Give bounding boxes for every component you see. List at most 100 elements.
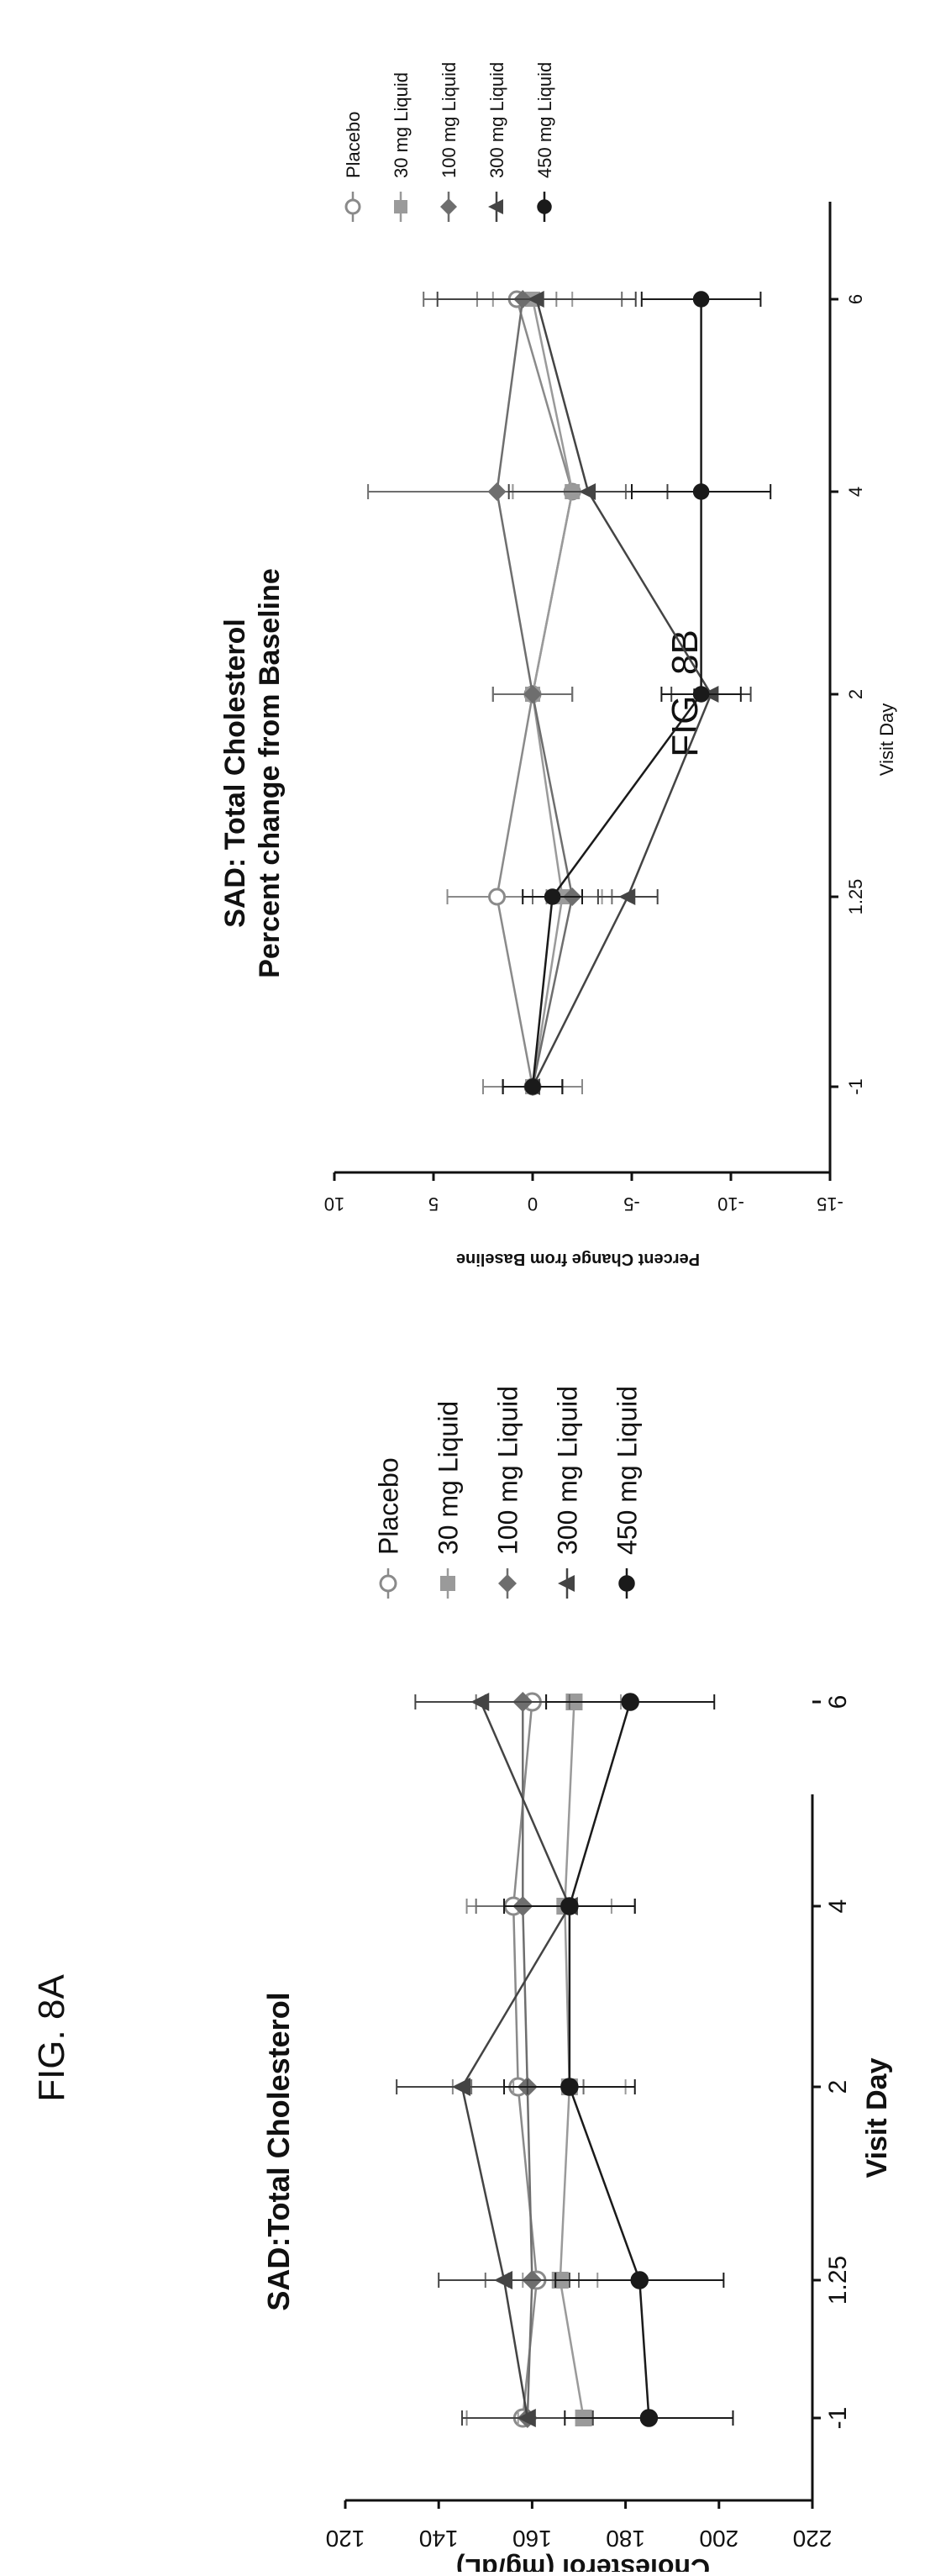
y-axis-label-8b: Percent Change from Baseline (456, 1250, 700, 1268)
y-tick-label-8a: 200 (699, 2526, 738, 2552)
legend-label-8a: Placebo (374, 1457, 404, 1555)
series-line-8a (512, 1701, 539, 2419)
x-tick-label-8b: 4 (845, 487, 866, 497)
data-point-8b (544, 888, 561, 905)
data-point-8a (621, 1693, 639, 1711)
legend-item-8b: 30 mg Liquid (391, 72, 412, 222)
series-8a-2 (461, 1692, 594, 2428)
x-axis-label-8b: Visit Day (876, 703, 897, 776)
y-tick-label-8b: 0 (528, 1193, 538, 1214)
axes-8b: 10 5 0 -5 -10 -15 -1 1.25 2 4 6 (324, 202, 866, 1214)
y-tick-label-8b: -5 (623, 1193, 640, 1214)
legend-8b: Placebo 30 mg Liquid 100 mg Liquid 300 mg L… (343, 62, 555, 222)
data-point-8a (560, 1897, 579, 1915)
legend-label-8a: 30 mg Liquid (433, 1401, 464, 1555)
series-8a-4 (503, 1693, 734, 2427)
data-point-8a (517, 2409, 536, 2427)
data-point-8b (488, 888, 507, 906)
series-group-8a (396, 1692, 734, 2428)
series-line-8a (568, 1701, 650, 2419)
x-tick-label-8b: -1 (845, 1078, 866, 1095)
chart-8a: FIG. 8A SAD:Total Cholesterol Cholestero… (31, 1386, 893, 2576)
chart-8b: FIG. 8B SAD: Total Cholesterol Percent c… (219, 62, 897, 1268)
x-tick-label-8a: 2 (824, 2080, 852, 2094)
legend-label-8a: 300 mg Liquid (553, 1386, 583, 1555)
series-line-8a (559, 1701, 585, 2419)
data-point-8a (452, 2078, 470, 2096)
series-8b-1 (491, 292, 633, 1094)
legend-marker-8b (440, 198, 457, 215)
y-tick-label-8a: 220 (793, 2526, 833, 2552)
y-axis-label-8a: Cholesterol (mg/dL) (456, 2553, 710, 2572)
x-tick-label-8a: 6 (824, 1695, 852, 1709)
x-tick-label-8a: 4 (824, 1899, 852, 1914)
series-8b-2 (367, 290, 627, 1096)
legend-label-8b: Placebo (343, 111, 364, 178)
data-point-8b (692, 686, 710, 703)
legend-marker-8b (537, 199, 552, 214)
legend-item-8a: 30 mg Liquid (433, 1401, 464, 1599)
legend-label-8a: 450 mg Liquid (612, 1386, 643, 1555)
data-point-8b (618, 888, 636, 905)
data-point-8b (527, 291, 544, 308)
x-tick-label-8a: 1.25 (824, 2256, 852, 2305)
series-group-8b (367, 290, 772, 1096)
legend-item-8b: Placebo (343, 111, 364, 222)
x-tick-label-8b: 6 (845, 294, 866, 304)
legend-marker-8b (394, 200, 407, 213)
data-point-8a (639, 2409, 659, 2427)
data-point-8a (630, 2271, 649, 2289)
data-point-8a (470, 1693, 490, 1711)
legend-marker-8b (488, 199, 503, 214)
x-tick-label-8b: 2 (845, 689, 866, 699)
data-point-8b (487, 482, 507, 501)
data-point-8a (494, 2271, 513, 2289)
legend-label-8b: 30 mg Liquid (391, 72, 412, 178)
y-tick-label-8a: 160 (512, 2526, 552, 2552)
series-8a-0 (451, 1692, 585, 2428)
legend-item-8a: 450 mg Liquid (612, 1386, 643, 1599)
legend-item-8b: 300 mg Liquid (486, 62, 507, 222)
legend-marker-8a (440, 1576, 455, 1591)
legend-8a: Placebo 30 mg Liquid 100 mg Liquid 300 mg L… (374, 1386, 643, 1599)
fig-label-8a: FIG. 8A (31, 1974, 72, 2102)
x-axis-label-8a: Visit Day (861, 2057, 893, 2178)
data-point-8b (579, 483, 596, 500)
legend-label-8b: 450 mg Liquid (534, 62, 555, 178)
legend-marker-8a (618, 1575, 635, 1592)
data-point-8a (560, 2078, 579, 2096)
legend-label-8a: 100 mg Liquid (493, 1386, 523, 1555)
y-tick-label-8b: -10 (717, 1193, 744, 1214)
legend-marker-8a (379, 1574, 397, 1593)
data-point-8b (692, 483, 710, 500)
legend-item-8b: 100 mg Liquid (439, 62, 460, 222)
legend-label-8b: 300 mg Liquid (486, 62, 507, 178)
legend-item-8a: 100 mg Liquid (493, 1386, 523, 1599)
legend-label-8b: 100 mg Liquid (439, 62, 460, 178)
legend-item-8a: Placebo (374, 1457, 404, 1599)
legend-marker-8a (558, 1575, 575, 1592)
x-tick-label-8b: 1.25 (845, 879, 866, 915)
y-tick-label-8b: 10 (324, 1193, 344, 1214)
legend-item-8b: 450 mg Liquid (534, 62, 555, 222)
y-tick-label-8a: 140 (419, 2526, 459, 2552)
legend-marker-8b (344, 198, 361, 215)
data-point-8b (692, 291, 710, 308)
y-tick-label-8a: 120 (326, 2526, 365, 2552)
data-point-8b (523, 685, 542, 703)
series-line-8a (460, 1701, 571, 2419)
y-tick-label-8b: -15 (817, 1193, 843, 1214)
legend-marker-8a (498, 1574, 517, 1593)
axes-8a: 120 140 160 180 200 220 -1 1.25 2 4 6 (326, 1695, 852, 2552)
chart-title-8b: SAD: Total Cholesterol (219, 619, 251, 928)
chart-title-8a: SAD:Total Cholesterol (261, 1992, 296, 2310)
legend-item-8a: 300 mg Liquid (553, 1386, 583, 1599)
y-tick-label-8b: 5 (428, 1193, 439, 1214)
data-point-8b (524, 1078, 541, 1095)
series-8b-4 (502, 291, 772, 1095)
chart-subtitle-8b: Percent change from Baseline (254, 568, 286, 978)
x-tick-label-8a: -1 (824, 2407, 852, 2430)
y-tick-label-8a: 180 (606, 2526, 645, 2552)
